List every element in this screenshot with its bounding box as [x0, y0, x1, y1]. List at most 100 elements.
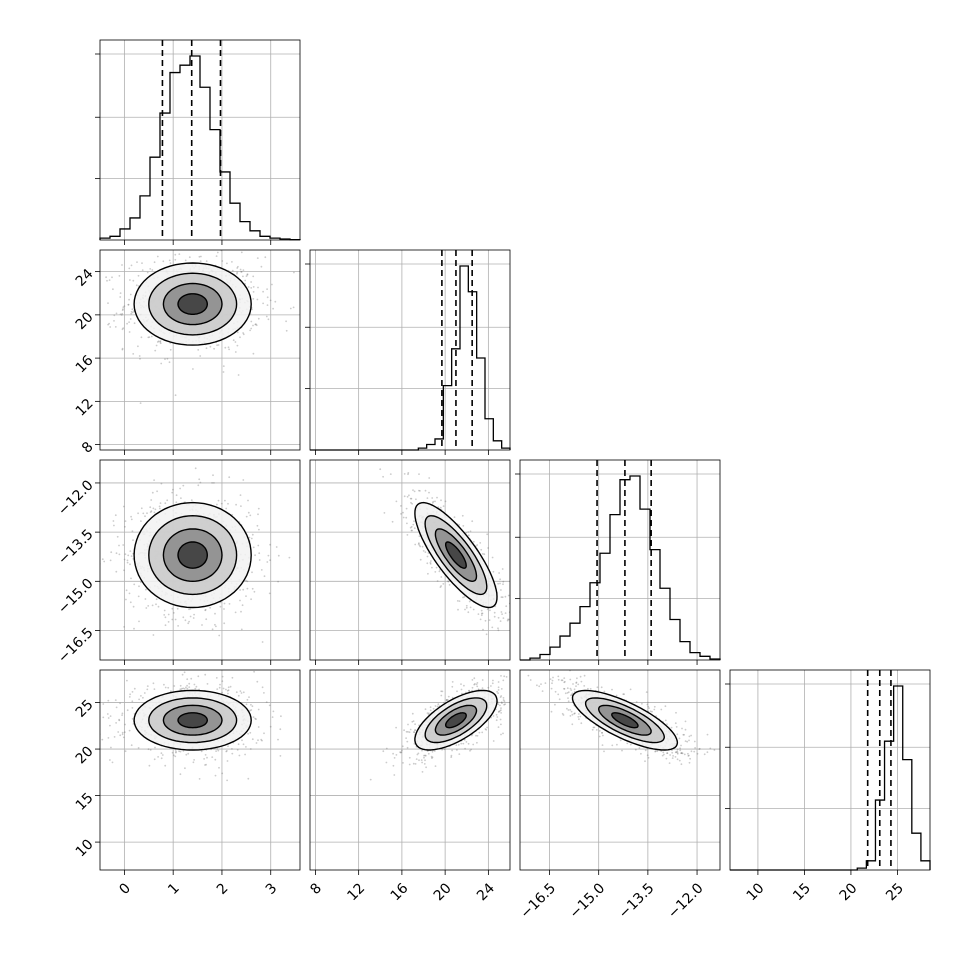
sample-point	[129, 693, 132, 696]
sample-point	[675, 751, 678, 754]
sample-point	[245, 275, 248, 277]
sample-point	[675, 711, 677, 714]
sample-point	[92, 698, 94, 700]
sample-point	[206, 683, 209, 685]
sample-point	[408, 756, 411, 759]
sample-point	[146, 685, 149, 687]
sample-point	[214, 612, 216, 615]
sample-point	[480, 548, 483, 551]
sample-point	[499, 710, 501, 712]
sample-point	[504, 595, 507, 598]
sample-point	[122, 736, 125, 739]
sample-point	[602, 734, 604, 737]
sample-point	[473, 677, 476, 680]
sample-point	[421, 761, 423, 764]
sample-point	[440, 585, 442, 587]
contour-0.5sigma	[445, 712, 467, 729]
sample-point	[253, 670, 256, 673]
sample-point	[150, 335, 153, 338]
sample-point	[280, 715, 282, 718]
sample-point	[218, 766, 220, 769]
sample-point	[431, 757, 433, 759]
sample-point	[257, 513, 259, 516]
sample-point	[204, 764, 206, 766]
sample-point	[218, 634, 221, 637]
sample-point	[166, 499, 169, 502]
sample-point	[212, 474, 214, 477]
sample-point	[446, 699, 448, 701]
sample-point	[179, 750, 182, 753]
sample-point	[471, 679, 474, 681]
sample-point	[684, 740, 687, 742]
sample-point	[415, 498, 417, 501]
sample-point	[399, 751, 401, 754]
sample-point	[192, 368, 194, 370]
sample-point	[448, 584, 451, 586]
sample-point	[513, 627, 515, 629]
sample-point	[204, 754, 207, 756]
sample-point	[183, 688, 186, 690]
sample-point	[182, 484, 185, 487]
sample-point	[119, 292, 122, 294]
sample-point	[119, 313, 122, 316]
sample-point	[130, 518, 133, 521]
sample-point	[412, 762, 415, 765]
sample-point	[172, 612, 175, 614]
sample-point	[451, 681, 454, 683]
sample-point	[649, 710, 652, 713]
sample-point	[523, 602, 525, 604]
sample-point	[163, 683, 165, 686]
sample-point	[247, 732, 250, 735]
sample-point	[180, 497, 182, 499]
sample-point	[250, 598, 253, 601]
sample-point	[447, 580, 450, 583]
sample-point	[500, 589, 502, 591]
sample-point	[214, 623, 216, 626]
sample-point	[470, 734, 473, 737]
sample-point	[91, 562, 93, 564]
sample-point	[215, 255, 218, 257]
sample-point	[193, 683, 196, 686]
sample-point	[157, 340, 160, 343]
sample-point	[149, 268, 152, 270]
sample-point	[688, 739, 690, 742]
sample-point	[411, 712, 414, 715]
sample-point	[167, 613, 170, 616]
sample-point	[102, 716, 105, 719]
sample-point	[663, 753, 665, 756]
sample-point	[502, 583, 504, 586]
sample-point	[255, 324, 258, 327]
sample-point	[497, 582, 499, 585]
sample-point	[187, 752, 190, 755]
panel-p0-p0	[95, 39, 301, 245]
sample-point	[253, 590, 256, 593]
sample-point	[221, 772, 224, 775]
sample-point	[185, 753, 188, 756]
sample-point	[124, 525, 126, 528]
sample-point	[564, 680, 566, 683]
sample-point	[216, 251, 219, 254]
sample-point	[211, 482, 214, 484]
sample-point	[160, 752, 163, 755]
sample-point	[271, 283, 273, 286]
sample-point	[222, 371, 225, 373]
sample-point	[508, 618, 510, 621]
sample-point	[193, 613, 196, 616]
y-tick-label: 20	[73, 309, 97, 333]
sample-point	[132, 353, 135, 355]
sample-point	[678, 737, 681, 740]
sample-point	[102, 703, 105, 705]
sample-point	[444, 500, 447, 503]
sample-point	[131, 691, 134, 693]
histogram-p1	[310, 265, 511, 451]
sample-point	[249, 731, 252, 734]
sample-point	[481, 612, 484, 615]
sample-point	[670, 726, 673, 729]
sample-point	[199, 481, 202, 484]
sample-point	[521, 611, 523, 613]
sample-point	[247, 777, 250, 780]
sample-point	[171, 607, 174, 610]
sample-point	[447, 580, 449, 583]
sample-point	[152, 507, 155, 510]
x-tick-label: 3	[263, 880, 281, 898]
